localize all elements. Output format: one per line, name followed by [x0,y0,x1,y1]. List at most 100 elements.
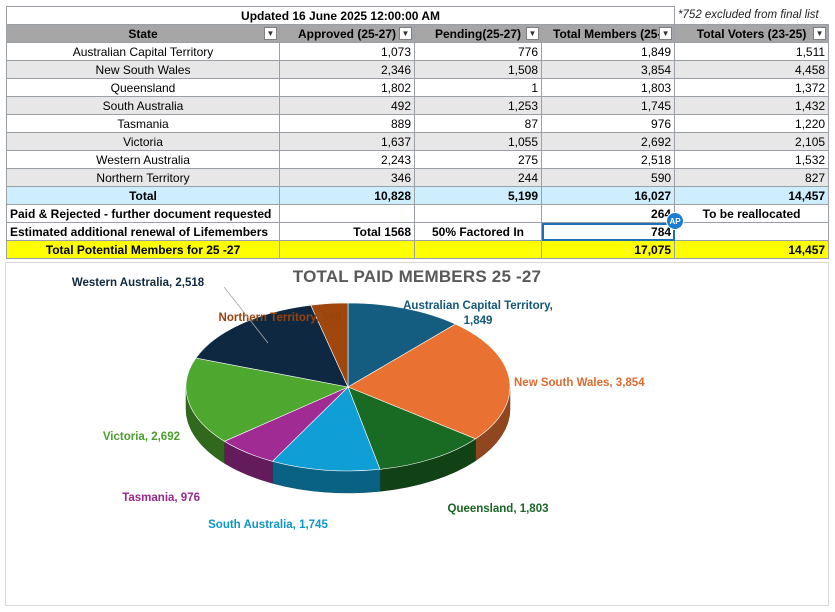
pie-slice[interactable] [185,357,350,442]
cell-voters[interactable]: 827 [674,168,830,187]
header-total-voters[interactable]: Total Voters (23-25) ▼ [674,24,830,43]
total-members[interactable]: 16,027 [540,186,676,205]
total-voters[interactable]: 14,457 [674,186,830,205]
cell-pending[interactable]: 87 [414,114,542,133]
pie-slice-label: South Australia, 1,745 [208,519,328,531]
cell-pending[interactable]: 1,508 [414,60,542,79]
to-be-reallocated[interactable]: To be reallocated [674,204,830,223]
pie-slice-label: Tasmania, 976 [122,492,200,504]
cell-approved[interactable]: 346 [279,168,415,187]
cell-total[interactable]: 1,745 [540,96,676,115]
filter-dropdown-icon[interactable]: ▼ [813,27,827,40]
collaborator-avatar[interactable]: AP [666,212,684,230]
filter-dropdown-icon[interactable]: ▼ [526,27,539,40]
filter-dropdown-icon[interactable]: ▼ [659,27,673,40]
cell-total[interactable]: 590 [540,168,676,187]
empty-cell[interactable] [414,240,542,259]
pie-slice[interactable] [347,386,477,470]
header-state-label: State [128,26,158,41]
empty-cell[interactable] [414,204,542,223]
filter-dropdown-icon[interactable]: ▼ [264,27,277,40]
renewal-label[interactable]: Estimated additional renewal of Lifememb… [6,222,280,241]
pie-slice[interactable] [310,302,349,388]
cell-pending[interactable]: 244 [414,168,542,187]
table-row: South Australia 492 1,253 1,745 1,432 [6,96,830,115]
table-row: Northern Territory 346 244 590 827 [6,168,830,187]
pie-slice-label: Northern Territory, 590 [219,312,342,324]
header-state[interactable]: State ▼ [6,24,280,43]
paid-rejected-row: Paid & Rejected - further document reque… [6,204,830,223]
cell-pending[interactable]: 275 [414,150,542,169]
cell-approved[interactable]: 1,637 [279,132,415,151]
cell-total[interactable]: 976 [540,114,676,133]
table-row: Victoria 1,637 1,055 2,692 2,105 [6,132,830,151]
label-leader-line [223,286,269,344]
potential-row: Total Potential Members for 25 -27 17,07… [6,240,830,259]
header-pending-label: Pending(25-27) [434,26,521,41]
table-row: Tasmania 889 87 976 1,220 [6,114,830,133]
potential-voters[interactable]: 14,457 [674,240,830,259]
pie-slice[interactable] [271,386,381,472]
cell-pending[interactable]: 1,055 [414,132,542,151]
cell-state[interactable]: Australian Capital Territory [6,42,280,61]
header-pending[interactable]: Pending(25-27) ▼ [414,24,542,43]
cell-voters[interactable]: 1,511 [674,42,830,61]
cell-pending[interactable]: 1 [414,78,542,97]
pie-slice[interactable] [347,323,511,440]
cell-pending[interactable]: 1,253 [414,96,542,115]
pie-slice-label: New South Wales, 3,854 [514,377,645,389]
cell-approved[interactable]: 889 [279,114,415,133]
total-approved[interactable]: 10,828 [279,186,415,205]
cell-pending[interactable]: 776 [414,42,542,61]
paid-rejected-total[interactable]: 264 [540,204,676,223]
cell-total[interactable]: 1,803 [540,78,676,97]
paid-rejected-label[interactable]: Paid & Rejected - further document reque… [6,204,280,223]
cell-state[interactable]: Victoria [6,132,280,151]
cell-approved[interactable]: 1,073 [279,42,415,61]
renewal-row: Estimated additional renewal of Lifememb… [6,222,830,241]
cell-total[interactable]: 2,518 [540,150,676,169]
renewal-factored[interactable]: 50% Factored In [414,222,542,241]
cell-approved[interactable]: 1,802 [279,78,415,97]
total-label[interactable]: Total [6,186,280,205]
cell-approved[interactable]: 2,346 [279,60,415,79]
cell-voters[interactable]: 1,220 [674,114,830,133]
table-row: Queensland 1,802 1 1,803 1,372 [6,78,830,97]
total-pending[interactable]: 5,199 [414,186,542,205]
cell-voters[interactable]: 1,372 [674,78,830,97]
table-row: New South Wales 2,346 1,508 3,854 4,458 [6,60,830,79]
cell-voters[interactable]: 1,532 [674,150,830,169]
cell-state[interactable]: Northern Territory [6,168,280,187]
pie-slice[interactable] [347,302,457,388]
renewal-value-selected-cell[interactable]: 784 [540,222,676,241]
cell-approved[interactable]: 492 [279,96,415,115]
empty-cell[interactable] [279,204,415,223]
potential-label[interactable]: Total Potential Members for 25 -27 [6,240,280,259]
header-approved[interactable]: Approved (25-27) ▼ [279,24,415,43]
cell-state[interactable]: New South Wales [6,60,280,79]
updated-timestamp[interactable]: Updated 16 June 2025 12:00:00 AM [5,6,676,25]
cell-state[interactable]: Western Australia [6,150,280,169]
cell-voters[interactable]: 1,432 [674,96,830,115]
empty-cell[interactable] [674,222,830,241]
cell-approved[interactable]: 2,243 [279,150,415,169]
cell-voters[interactable]: 2,105 [674,132,830,151]
pie-slice[interactable] [195,304,349,388]
total-row: Total 10,828 5,199 16,027 14,457 [6,186,830,205]
cell-state[interactable]: Queensland [6,78,280,97]
cell-total[interactable]: 2,692 [540,132,676,151]
excluded-note[interactable]: *752 excluded from final list [674,6,829,25]
header-total-members[interactable]: Total Members (25-27)▼ [540,24,676,43]
potential-total[interactable]: 17,075 [540,240,676,259]
cell-state[interactable]: South Australia [6,96,280,115]
cell-voters[interactable]: 4,458 [674,60,830,79]
cell-state[interactable]: Tasmania [6,114,280,133]
cell-total[interactable]: 1,849 [540,42,676,61]
empty-cell[interactable] [279,240,415,259]
filter-dropdown-icon[interactable]: ▼ [399,27,412,40]
table-row: Australian Capital Territory 1,073 776 1… [6,42,830,61]
renewal-total-1568[interactable]: Total 1568 [279,222,415,241]
chart-title: TOTAL PAID MEMBERS 25 -27 [292,267,542,286]
pie-chart[interactable]: Australian Capital Territory, 1,849 New So… [5,262,829,606]
cell-total[interactable]: 3,854 [540,60,676,79]
